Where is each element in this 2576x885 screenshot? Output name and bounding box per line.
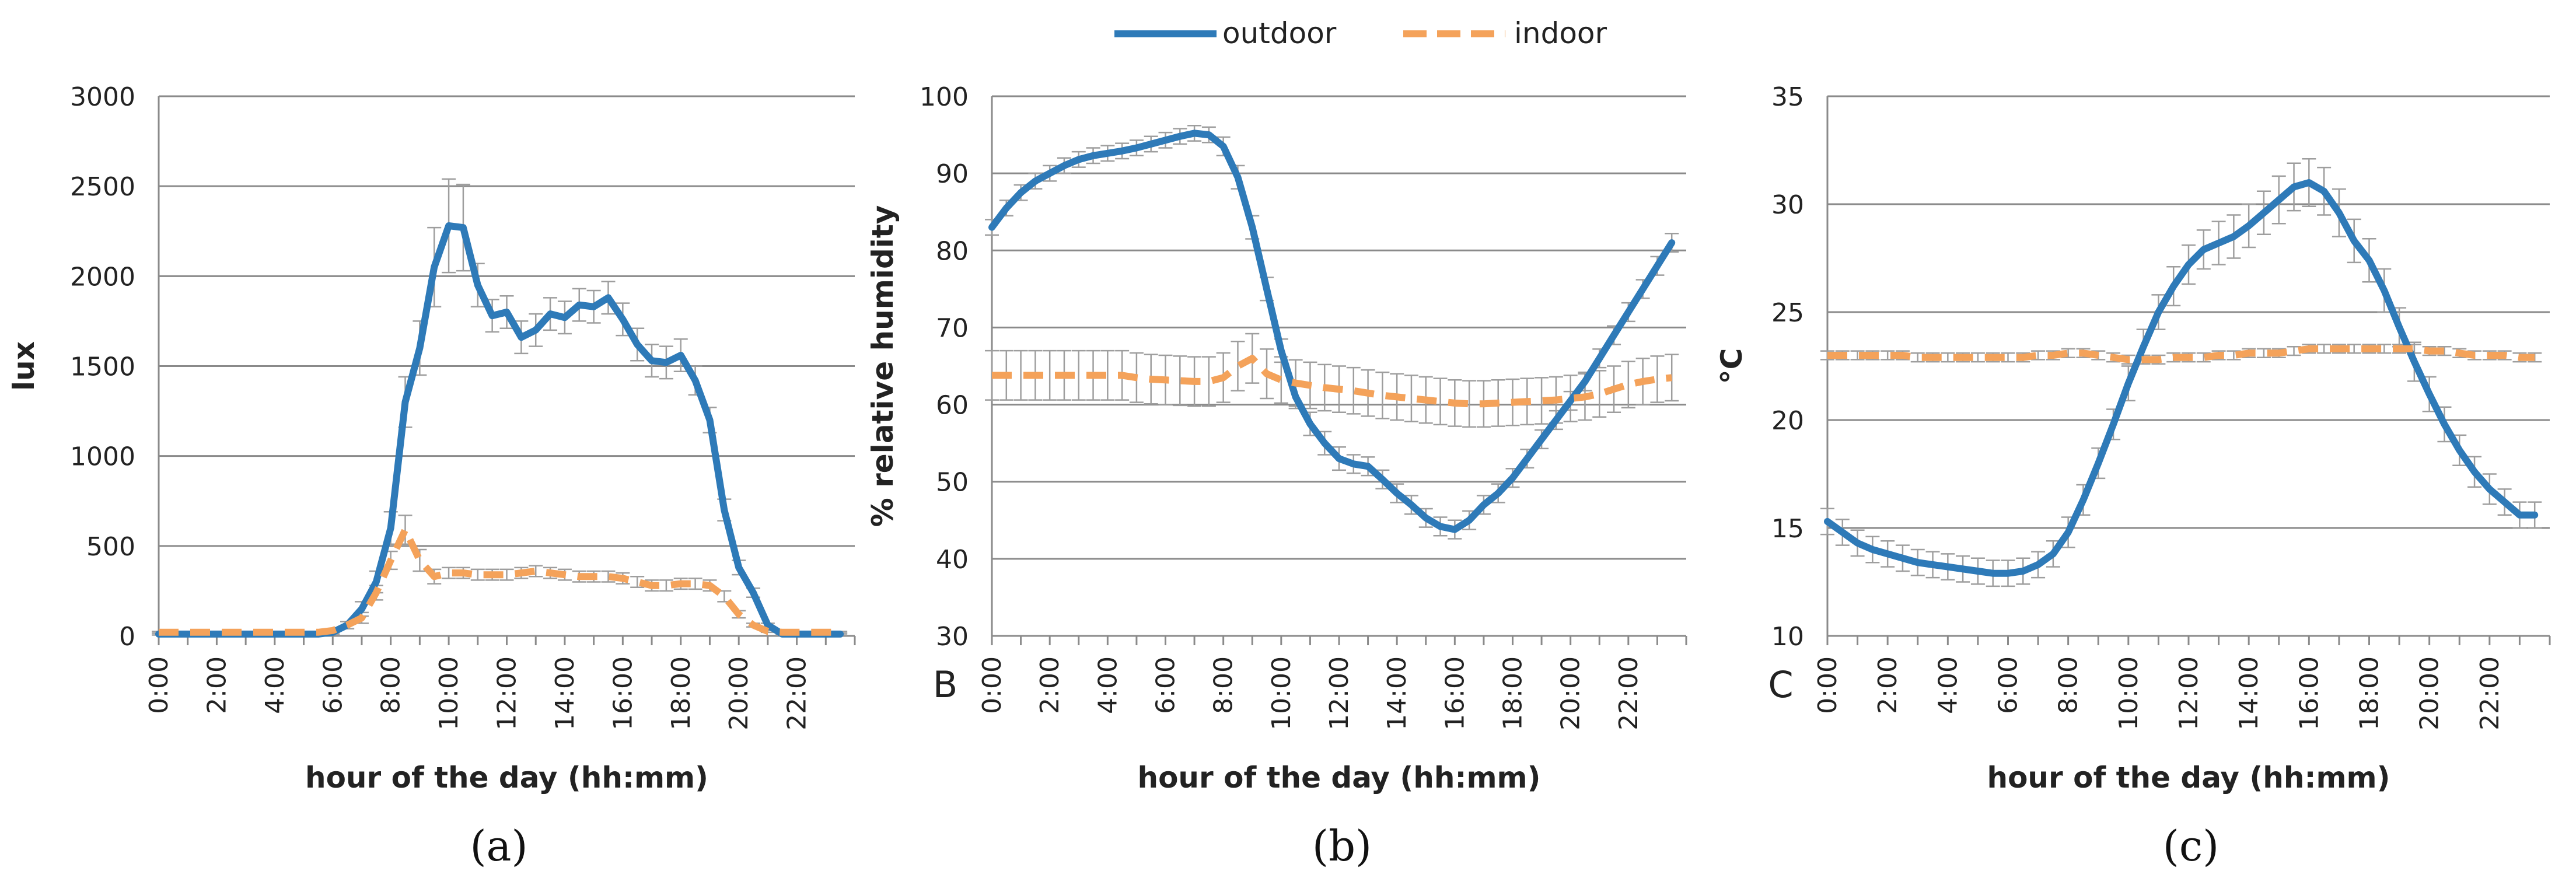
series-line-outdoor (1824, 179, 2539, 577)
y-tick-label: 3000 (70, 82, 135, 112)
y-tick-label: 10 (1771, 622, 1804, 652)
x-tick-label: 6:00 (1151, 656, 1181, 714)
y-axis-title: °C (1715, 348, 1749, 384)
x-tick-label: 14:00 (550, 656, 580, 730)
y-tick-label: 1500 (70, 352, 135, 382)
x-tick-label: 6:00 (1994, 656, 2023, 714)
x-tick-label: 8:00 (2054, 656, 2084, 714)
legend-indoor-label: indoor (1514, 16, 1607, 50)
panel-corner-label: B (933, 663, 958, 706)
x-tick-label: 22:00 (2475, 656, 2505, 730)
x-tick-label: 18:00 (666, 656, 696, 730)
x-tick-label: 12:00 (1324, 656, 1354, 730)
y-tick-label: 30 (936, 622, 969, 652)
y-tick-label: 2500 (70, 172, 135, 202)
y-tick-label: 70 (936, 313, 969, 343)
x-tick-label: 6:00 (318, 656, 348, 714)
y-tick-label: 35 (1771, 82, 1804, 112)
panel-caption: (b) (1312, 821, 1372, 870)
y-axis-title: % relative humidity (866, 205, 900, 527)
legend: outdoor indoor (1114, 16, 1607, 50)
x-tick-label: 16:00 (608, 656, 638, 730)
series-line-indoor (1827, 345, 2535, 363)
x-tick-label: 16:00 (1440, 656, 1470, 730)
y-tick-label: 25 (1771, 298, 1804, 328)
legend-outdoor-label: outdoor (1222, 16, 1337, 50)
x-tick-label: 2:00 (202, 656, 232, 714)
chart-panel-b: 30 40 50 60 70 80 90 100 0:00 2:00 4:00 6:00 8:00 10:… (866, 82, 1687, 870)
y-tick-label: 60 (936, 391, 969, 421)
y-tick-label: 20 (1771, 406, 1804, 436)
x-tick-label: 10:00 (2114, 656, 2144, 730)
x-tick-label: 8:00 (1209, 656, 1239, 714)
x-tick-label: 14:00 (1382, 656, 1412, 730)
y-axis-title: lux (7, 341, 41, 391)
panel-caption: (c) (2163, 821, 2220, 870)
x-tick-label: 20:00 (2415, 656, 2445, 730)
y-tick-label: 100 (920, 82, 969, 112)
x-tick-label: 16:00 (2294, 656, 2324, 730)
x-tick-label: 18:00 (2355, 656, 2385, 730)
y-tick-label: 500 (86, 532, 135, 562)
x-tick-label: 2:00 (1873, 656, 1903, 714)
panel-corner-label: C (1768, 663, 1793, 706)
x-tick-label: 4:00 (1093, 656, 1123, 714)
chart-panel-c: 10 15 20 25 30 35 0:00 2:00 4:00 6:00 8:00 10:00 12:… (1715, 82, 2551, 870)
x-tick-label: 4:00 (260, 656, 290, 714)
x-axis-title: hour of the day (hh:mm) (1137, 761, 1540, 795)
x-tick-label: 10:00 (434, 656, 464, 730)
y-tick-label: 2000 (70, 262, 135, 292)
x-tick-label: 20:00 (724, 656, 754, 730)
x-tick-label: 0:00 (144, 656, 174, 714)
x-tick-label: 10:00 (1267, 656, 1296, 730)
y-tick-label: 40 (936, 545, 969, 575)
chart-panel-a: 0 500 1000 1500 2000 2500 3000 0:00 2:00 4:00 6:00… (7, 82, 856, 870)
x-tick-label: 8:00 (376, 656, 406, 714)
x-tick-label: 14:00 (2234, 656, 2264, 730)
y-tick-label: 90 (936, 159, 969, 189)
series-line-indoor (159, 526, 841, 636)
y-tick-label: 30 (1771, 190, 1804, 220)
x-tick-label: 0:00 (977, 656, 1007, 714)
x-tick-label: 22:00 (1614, 656, 1644, 730)
x-tick-label: 22:00 (782, 656, 812, 730)
x-tick-label: 18:00 (1498, 656, 1528, 730)
y-tick-label: 0 (119, 622, 135, 652)
y-tick-label: 80 (936, 236, 969, 266)
y-tick-label: 1000 (70, 442, 135, 472)
y-tick-label: 15 (1771, 514, 1804, 544)
x-tick-label: 12:00 (2174, 656, 2204, 730)
x-tick-label: 4:00 (1933, 656, 1963, 714)
x-tick-label: 2:00 (1035, 656, 1065, 714)
x-axis-title: hour of the day (hh:mm) (1987, 761, 2390, 795)
x-tick-label: 12:00 (492, 656, 522, 730)
x-axis-title: hour of the day (hh:mm) (305, 761, 708, 795)
x-tick-label: 20:00 (1556, 656, 1586, 730)
y-tick-label: 50 (936, 468, 969, 498)
x-tick-label: 0:00 (1813, 656, 1843, 714)
series-line-outdoor (988, 130, 1676, 533)
panel-caption: (a) (470, 821, 527, 870)
series-line-indoor (992, 355, 1672, 408)
